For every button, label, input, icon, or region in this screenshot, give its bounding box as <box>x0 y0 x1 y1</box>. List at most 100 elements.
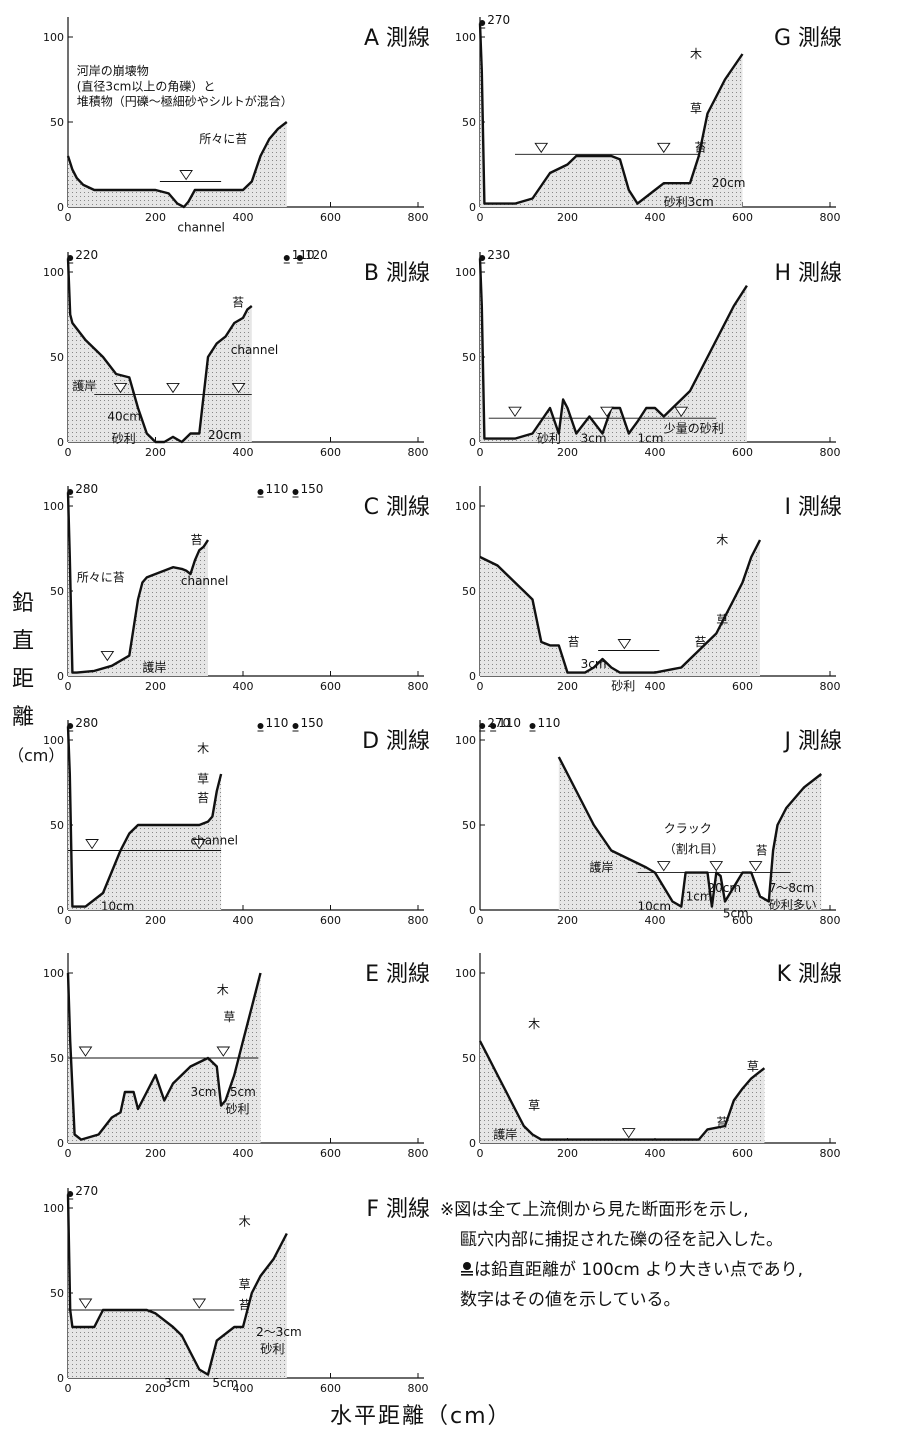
annotation-label: channel <box>181 574 228 588</box>
annotation-label: 砂利 <box>611 679 635 693</box>
x-tick-label: 800 <box>408 1147 429 1160</box>
panel-5: 0 200 400 600 800 0 50 100 木草 3cm 5cm 砂利 E 測線 <box>43 953 430 1160</box>
offscale-point <box>479 255 486 261</box>
panel-title: B 測線 <box>364 261 430 286</box>
x-tick-label: 200 <box>557 680 578 693</box>
annotation-label: 3cm <box>164 1376 190 1390</box>
annotation-label: 砂利 <box>537 432 561 446</box>
offscale-point <box>479 723 486 729</box>
offscale-value-label: 110 <box>498 716 521 730</box>
x-tick-label: 400 <box>645 914 666 927</box>
y-tick-label: 50 <box>50 585 64 598</box>
offscale-point <box>283 255 290 261</box>
annotation-label: 砂利 <box>112 432 136 446</box>
panel-title: J 測線 <box>783 729 842 754</box>
annotation-label: 1cm <box>638 432 664 446</box>
water-surface-marker <box>656 861 671 872</box>
panel-4: 0 200 400 600 800 0 50 100 280 110 150 木草苔 channel 10… <box>43 716 430 927</box>
x-tick-label: 0 <box>65 914 72 927</box>
water-surface-marker <box>600 406 614 418</box>
offscale-value-label: 110 <box>266 482 289 496</box>
note-line: ※図は全て上流側から見た断面形を示し, <box>440 1200 749 1220</box>
panel-title: D 測線 <box>362 729 430 754</box>
annotation-label: 堆積物（円礫～極細砂やシルトが混合） <box>77 94 293 109</box>
annotation-label: クラック <box>664 821 712 835</box>
x-tick-label: 600 <box>732 1147 753 1160</box>
x-tick-label: 800 <box>408 914 429 927</box>
y-tick-label: 100 <box>455 967 476 980</box>
y-tick-label: 100 <box>43 266 64 279</box>
annotation-label: channel <box>177 220 224 234</box>
profile-fill <box>68 122 287 207</box>
y-axis-label-char: 直 <box>11 629 34 654</box>
y-tick-label: 100 <box>455 734 476 747</box>
profile-fill <box>480 1041 765 1143</box>
y-axis-label-char: 距 <box>11 667 34 692</box>
y-tick-label: 0 <box>57 904 64 917</box>
panel-title: F 測線 <box>366 1197 430 1222</box>
x-tick-label: 200 <box>557 211 578 224</box>
y-tick-label: 100 <box>43 31 64 44</box>
y-axis-label-char: 鉛 <box>11 591 34 616</box>
y-tick-label: 100 <box>455 266 476 279</box>
annotation-label: 木 <box>217 983 229 997</box>
y-tick-label: 0 <box>57 670 64 683</box>
offscale-point <box>292 723 299 729</box>
annotation-label: 所々に苔 <box>199 132 247 146</box>
x-tick-label: 400 <box>233 446 254 459</box>
water-surface-marker <box>113 382 128 394</box>
profile-fill <box>68 973 261 1143</box>
profile-line <box>557 756 823 908</box>
y-tick-label: 100 <box>43 500 64 513</box>
water-surface-marker <box>78 1046 93 1057</box>
x-tick-label: 400 <box>645 1147 666 1160</box>
x-tick-label: 0 <box>65 211 72 224</box>
offscale-value-label: 270 <box>487 13 510 27</box>
x-tick-label: 800 <box>820 914 841 927</box>
x-tick-label: 200 <box>145 446 166 459</box>
y-tick-label: 100 <box>43 967 64 980</box>
x-tick-label: 800 <box>820 211 841 224</box>
x-tick-label: 0 <box>477 914 484 927</box>
annotation-label: 5cm <box>723 906 749 920</box>
panel-title: H 測線 <box>774 261 842 286</box>
annotation-label: 40cm <box>107 410 141 424</box>
x-tick-label: 0 <box>65 1382 72 1395</box>
annotation-label: 苔 <box>756 844 768 858</box>
profile-line <box>66 258 253 444</box>
profile-line <box>479 539 762 674</box>
figure-note: ※図は全て上流側から見た断面形を示し, 甌穴内部に捕捉された礫の径を記入した。 … <box>440 1195 890 1315</box>
x-tick-label: 600 <box>732 446 753 459</box>
x-tick-label: 0 <box>477 1147 484 1160</box>
y-axis-label-char: （cm） <box>8 746 65 765</box>
panel-title: C 測線 <box>364 495 430 520</box>
annotation-label: 草 <box>690 101 702 115</box>
water-surface-marker <box>231 382 246 394</box>
y-tick-label: 0 <box>469 670 476 683</box>
offscale-point <box>67 489 74 495</box>
offscale-value-label: 280 <box>75 716 98 730</box>
x-tick-label: 400 <box>233 1147 254 1160</box>
annotation-label: 苔 <box>197 791 209 805</box>
profile-fill <box>480 258 747 442</box>
y-tick-label: 0 <box>469 1137 476 1150</box>
annotation-label: 護岸 <box>142 660 166 675</box>
profile-fill <box>558 757 822 910</box>
annotation-label: 砂利 <box>261 1342 285 1356</box>
annotation-label: 苔 <box>191 533 203 547</box>
offscale-value-label: 110 <box>266 716 289 730</box>
annotation-label: 護岸 <box>72 378 96 393</box>
annotation-label: 苔 <box>232 296 244 310</box>
y-tick-label: 100 <box>43 734 64 747</box>
offscale-point-icon <box>461 1262 473 1276</box>
x-tick-label: 0 <box>477 211 484 224</box>
panel-title: A 測線 <box>364 26 430 51</box>
annotation-label: 草 <box>747 1060 759 1074</box>
y-tick-label: 0 <box>57 436 64 449</box>
annotation-label: 苔 <box>239 1298 251 1312</box>
x-tick-label: 800 <box>820 1147 841 1160</box>
annotation-label: 1cm <box>686 889 712 903</box>
x-tick-label: 600 <box>320 1147 341 1160</box>
